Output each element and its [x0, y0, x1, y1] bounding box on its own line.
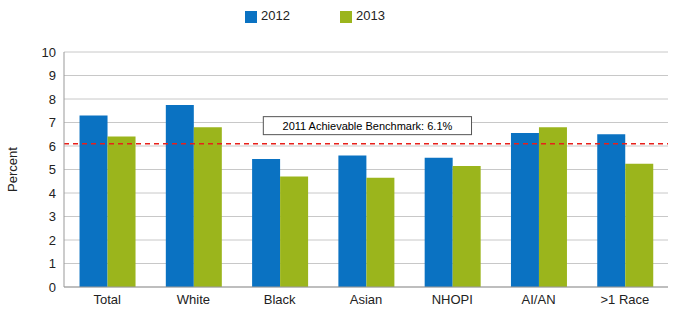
- svg-text:2011 Achievable Benchmark: 6.1: 2011 Achievable Benchmark: 6.1%: [283, 120, 453, 132]
- svg-text:0: 0: [49, 280, 56, 295]
- html-text:2013: 2013: [356, 8, 385, 23]
- svg-text:Percent: Percent: [5, 147, 20, 192]
- svg-text:2: 2: [49, 233, 56, 248]
- svg-text:6: 6: [49, 139, 56, 154]
- svg-text:8: 8: [49, 92, 56, 107]
- svg-text:5: 5: [49, 162, 56, 177]
- svg-text:4: 4: [49, 186, 56, 201]
- svg-text:Asian: Asian: [350, 292, 383, 307]
- svg-text:>1 Race: >1 Race: [600, 292, 649, 307]
- svg-text:NHOPI: NHOPI: [432, 292, 473, 307]
- svg-text:9: 9: [49, 68, 56, 83]
- svg-text:3: 3: [49, 209, 56, 224]
- svg-text:White: White: [177, 292, 210, 307]
- svg-text:Total: Total: [93, 292, 121, 307]
- svg-text:AI/AN: AI/AN: [522, 292, 556, 307]
- svg-text:7: 7: [49, 115, 56, 130]
- svg-text:Black: Black: [264, 292, 296, 307]
- html-text:2012: 2012: [261, 8, 290, 23]
- svg-text:10: 10: [42, 45, 56, 60]
- svg-text:1: 1: [49, 256, 56, 271]
